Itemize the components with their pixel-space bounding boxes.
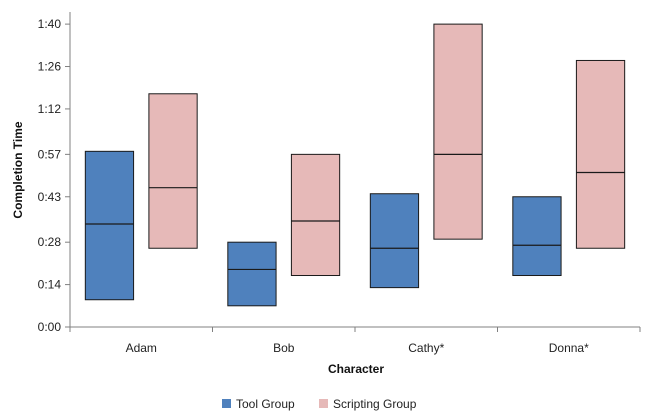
x-tick-label: Donna* — [549, 341, 589, 355]
legend-swatch-scripting — [319, 399, 328, 408]
box-tool-4 — [513, 197, 561, 276]
y-tick-label: 0:43 — [38, 190, 62, 204]
legend-label-tool: Tool Group — [236, 397, 295, 411]
legend: Tool Group Scripting Group — [222, 397, 417, 411]
legend-swatch-tool — [222, 399, 231, 408]
boxes — [85, 24, 624, 306]
y-tick-label: 1:12 — [38, 102, 62, 116]
x-tick-label: Cathy* — [408, 341, 444, 355]
y-tick-label: 1:26 — [38, 60, 62, 74]
x-tick-label: Adam — [126, 341, 157, 355]
y-axis-ticks: 0:00 0:14 0:28 0:43 0:57 1:12 1:26 1:40 — [38, 17, 70, 334]
legend-label-scripting: Scripting Group — [333, 397, 417, 411]
x-axis-ticks: Adam Bob Cathy* Donna* — [70, 327, 640, 355]
y-tick-label: 0:14 — [38, 278, 62, 292]
box-tool-1 — [85, 151, 133, 299]
x-tick-label: Bob — [273, 341, 295, 355]
box-tool-3 — [370, 194, 418, 288]
y-tick-label: 0:00 — [38, 320, 62, 334]
y-tick-label: 1:40 — [38, 17, 62, 31]
box-scripting-3 — [434, 24, 482, 239]
y-tick-label: 0:57 — [38, 147, 62, 161]
x-axis-title: Character — [328, 362, 384, 376]
box-scripting-1 — [149, 94, 197, 248]
y-axis-title: Completion Time — [11, 121, 25, 218]
box-tool-2 — [228, 242, 276, 306]
y-tick-label: 0:28 — [38, 235, 62, 249]
box-scripting-2 — [291, 154, 339, 275]
box-scripting-4 — [576, 60, 624, 248]
